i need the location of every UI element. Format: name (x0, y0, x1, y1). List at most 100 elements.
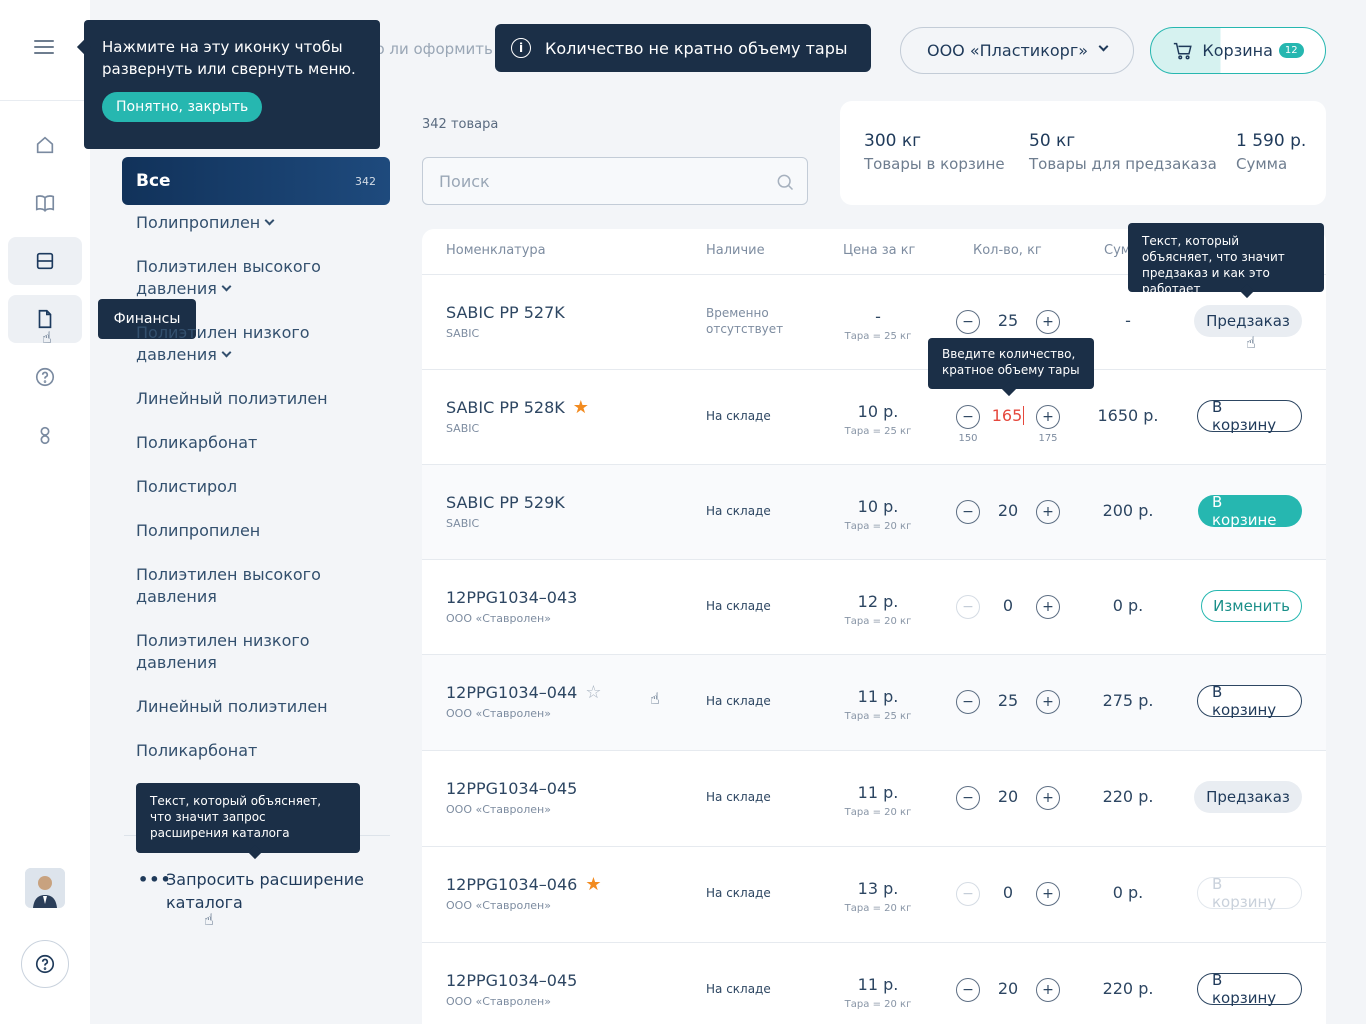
expand-catalog-tooltip-text: Текст, который объясняет, что значит зап… (150, 794, 322, 840)
price: 10 р. (857, 497, 899, 516)
company-select[interactable]: ООО «Пластикорг» (900, 27, 1134, 74)
add-to-cart-button[interactable]: В корзину (1197, 683, 1302, 719)
add-to-cart-button[interactable]: В корзину (1197, 875, 1302, 911)
order-summary: 300 кг Товары в корзине 50 кг Товары для… (840, 101, 1326, 205)
qty-input[interactable]: 20 (997, 501, 1019, 520)
qty-plus-button[interactable]: + (1036, 882, 1060, 906)
menu-toggle-icon[interactable] (34, 40, 54, 54)
product-name[interactable]: 12PPG1034–045 (446, 779, 577, 798)
star-filled-icon[interactable]: ★ (572, 396, 589, 418)
help-circle-icon[interactable] (8, 353, 82, 401)
catalog-item[interactable]: Линейный полиэтилен (136, 697, 328, 716)
product-name[interactable]: 12PPG1034–045 (446, 971, 577, 990)
product-name[interactable]: 12PPG1034–046 ★ (446, 875, 601, 894)
support-button[interactable] (21, 940, 69, 988)
qty-input[interactable]: 20 (997, 787, 1019, 806)
price: - (875, 307, 881, 326)
product-name-text: 12PPG1034–045 (446, 971, 578, 990)
home-icon[interactable] (8, 121, 82, 169)
summary-preorder-weight: 50 кг (1029, 131, 1076, 151)
add-to-cart-button[interactable]: В корзину (1197, 398, 1302, 434)
qty-upper-hint: 175 (1038, 433, 1058, 444)
catalog-item[interactable]: Полипропилен (136, 212, 376, 234)
row-sum: 0 р. (1112, 596, 1144, 615)
catalog-item[interactable]: Поликарбонат (136, 433, 258, 452)
chevron-down-icon (1098, 41, 1109, 52)
qty-minus-button[interactable]: − (956, 786, 980, 810)
product-name-text: SABIC PP 529K (446, 493, 565, 512)
catalog-item[interactable]: Полиэтилен низкого давления (136, 631, 310, 672)
qty-plus-button[interactable]: + (1036, 595, 1060, 619)
catalog-item[interactable]: Полиэтилен низкого давления (136, 322, 336, 366)
book-icon[interactable] (8, 179, 82, 227)
catalog-item[interactable]: Полистирол (136, 477, 238, 496)
catalog-item[interactable]: Линейный полиэтилен (136, 389, 328, 408)
catalog-item-all[interactable]: Все 342 (122, 157, 390, 205)
qty-minus-button[interactable]: − (956, 500, 980, 524)
search-icon (777, 174, 794, 191)
product-producer: ООО «Ставролен» (446, 707, 551, 720)
qty-plus-button[interactable]: + (1036, 405, 1060, 429)
table-header: Номенклатура Наличие Цена за кг Кол-во, … (422, 229, 1326, 275)
product-name[interactable]: 12PPG1034–044 ☆ (446, 683, 601, 702)
search-input[interactable]: Поиск (422, 157, 808, 205)
qty-plus-button[interactable]: + (1036, 786, 1060, 810)
qty-minus-button[interactable]: − (956, 595, 980, 619)
qty-minus-button[interactable]: − (956, 405, 980, 429)
qty-plus-button[interactable]: + (1036, 500, 1060, 524)
finance-tooltip: Финансы (98, 299, 196, 339)
catalog-item[interactable]: Полиэтилен высокого давления (136, 256, 336, 300)
qty-minus-button[interactable]: − (956, 690, 980, 714)
product-name-text: 12PPG1034–045 (446, 779, 578, 798)
availability: На складе (706, 504, 771, 518)
user-icon[interactable] (8, 411, 82, 459)
finance-document-icon[interactable] (8, 295, 82, 343)
star-filled-icon[interactable]: ★ (585, 873, 602, 895)
product-name[interactable]: 12PPG1034–043 (446, 588, 577, 607)
availability: На складе (706, 886, 771, 900)
finance-tooltip-text: Финансы (113, 311, 181, 327)
cart-button[interactable]: Корзина 12 (1150, 27, 1326, 74)
qty-plus-button[interactable]: + (1036, 978, 1060, 1002)
in-cart-button[interactable]: В корзине (1198, 493, 1302, 529)
qty-input[interactable]: 0 (1002, 883, 1014, 902)
product-name[interactable]: SABIC PP 529K (446, 493, 565, 512)
qty-minus-button[interactable]: − (956, 310, 980, 334)
summary-preorder: 50 кг Товары для предзаказа (1029, 131, 1217, 173)
chevron-down-icon (221, 281, 232, 292)
add-to-cart-button[interactable]: В корзину (1197, 971, 1302, 1007)
star-outline-icon[interactable]: ☆ (585, 681, 602, 703)
product-name[interactable]: SABIC PP 528K ★ (446, 398, 589, 417)
qty-input[interactable]: 20 (997, 979, 1019, 998)
qty-input[interactable]: 0 (1002, 596, 1014, 615)
catalog-item[interactable]: Поликарбонат (136, 741, 258, 760)
nav-rail (0, 0, 90, 1024)
close-tip-button[interactable]: Понятно, закрыть (102, 92, 263, 122)
qty-input[interactable]: 165 (988, 406, 1028, 425)
avatar[interactable] (25, 868, 65, 908)
tare: Тара = 20 кг (844, 521, 912, 532)
product-name-text: 12PPG1034–046 (446, 875, 578, 894)
product-name-text: SABIC PP 527K (446, 303, 565, 322)
product-name-text: 12PPG1034–044 (446, 683, 578, 702)
catalog-item[interactable]: Полиэтилен высокого давления (136, 565, 321, 606)
product-name[interactable]: SABIC PP 527K (446, 303, 565, 322)
preorder-button[interactable]: Предзаказ (1194, 305, 1302, 337)
catalog-item[interactable]: Полипропилен (136, 521, 261, 540)
row-sum: 0 р. (1112, 883, 1144, 902)
text-caret (1023, 406, 1025, 425)
table-row: SABIC PP 527K SABIC Временно отсутствует… (422, 275, 1326, 370)
qty-plus-button[interactable]: + (1036, 690, 1060, 714)
qty-plus-button[interactable]: + (1036, 310, 1060, 334)
change-button[interactable]: Изменить (1201, 590, 1302, 622)
preorder-button[interactable]: Предзаказ (1194, 781, 1302, 813)
qty-minus-button[interactable]: − (956, 882, 980, 906)
company-name: ООО «Пластикорг» (926, 41, 1089, 60)
qty-minus-button[interactable]: − (956, 978, 980, 1002)
product-producer: ООО «Ставролен» (446, 899, 551, 912)
qty-input[interactable]: 25 (997, 311, 1019, 330)
search-placeholder: Поиск (439, 171, 490, 191)
catalog-icon[interactable] (8, 237, 82, 285)
table-row: SABIC PP 528K ★ SABIC На складе 10 р. Тар… (422, 370, 1326, 465)
qty-input[interactable]: 25 (997, 691, 1019, 710)
